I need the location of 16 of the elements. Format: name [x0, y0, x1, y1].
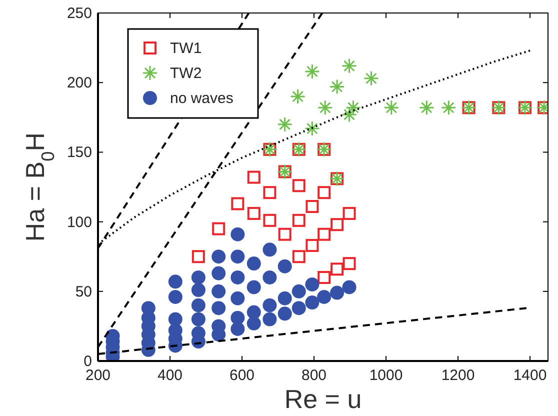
y-tick-label: 150	[66, 144, 92, 162]
x-axis-title: Re = u	[284, 384, 362, 414]
y-tick-label: 250	[66, 5, 92, 22]
y-tick-label: 100	[66, 214, 92, 231]
x-tick-label: 1400	[513, 367, 547, 384]
legend-label: TW2	[170, 65, 202, 82]
y-tick-label: 50	[75, 283, 92, 300]
x-tick-label: 1000	[369, 367, 403, 384]
x-tick-label: 600	[229, 367, 255, 384]
y-tick-label: 200	[66, 74, 92, 92]
y-tick-label: 0	[84, 353, 92, 370]
x-tick-label: 800	[301, 367, 327, 384]
x-tick-label: 400	[157, 367, 183, 384]
x-tick-label: 1200	[441, 367, 475, 384]
legend-label: TW1	[170, 40, 202, 57]
legend-label: no waves	[170, 90, 234, 107]
